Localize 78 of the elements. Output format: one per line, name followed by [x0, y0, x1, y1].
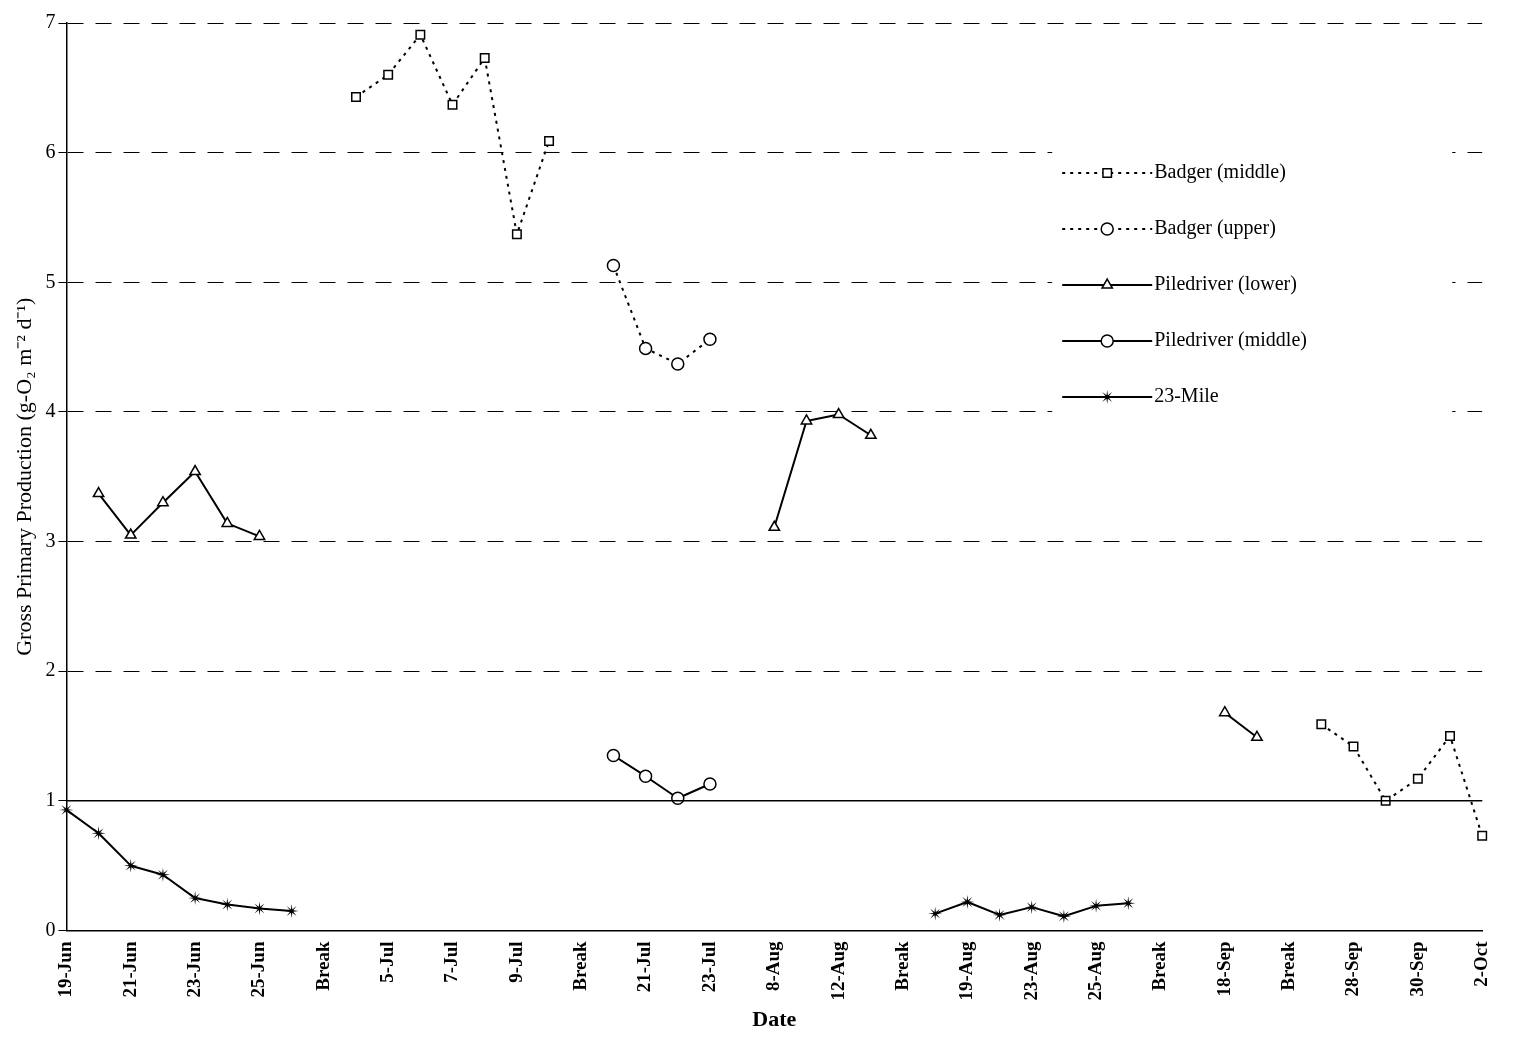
y-tick-label: 2: [45, 658, 56, 681]
point: [638, 769, 653, 783]
point: [606, 748, 621, 763]
x-tick-label: 23-Aug: [1019, 940, 1041, 1001]
y-axis-title: Gross Primary Production (g-O₂ m⁻² d⁻¹): [10, 297, 36, 656]
point: [768, 520, 781, 532]
point: [544, 135, 555, 146]
point: [1056, 909, 1071, 924]
point: [253, 529, 266, 541]
y-tick-label: 1: [45, 788, 56, 811]
x-axis-title: Date: [752, 1006, 797, 1032]
point: [252, 901, 267, 916]
x-tick-label: 8-Aug: [762, 940, 784, 992]
legend-label: Badger (upper): [1154, 216, 1276, 240]
x-tick-label: 19-Jun: [54, 941, 76, 998]
x-tick-label: 7-Jul: [440, 941, 462, 983]
x-tick-label: 25-Jun: [247, 941, 269, 998]
point: [606, 258, 621, 273]
point: [351, 91, 361, 102]
point: [1348, 741, 1359, 752]
point: [928, 906, 943, 921]
legend-label: Piledriver (middle): [1154, 328, 1307, 352]
point: [123, 858, 138, 873]
point: [1251, 730, 1263, 742]
point: [92, 486, 105, 498]
point: [188, 891, 203, 906]
x-tick-label: 12-Aug: [826, 940, 848, 1001]
x-tick-label: 25-Aug: [1083, 940, 1105, 1001]
point: [1218, 705, 1231, 717]
point: [1024, 900, 1039, 915]
point: [864, 428, 877, 440]
x-tick-label: Break: [1277, 941, 1299, 991]
x-tick-label: 18-Sep: [1212, 941, 1234, 997]
point: [124, 528, 137, 539]
point: [703, 777, 717, 791]
point: [638, 341, 653, 356]
x-tick-label: 23-Jun: [183, 941, 205, 998]
legend-label: 23-Mile: [1154, 384, 1219, 407]
x-tick-label: 28-Sep: [1341, 941, 1363, 997]
point: [832, 407, 845, 419]
x-tick-label: 5-Jul: [376, 941, 398, 983]
x-tick-label: 21-Jun: [118, 941, 140, 998]
x-tick-label: Break: [569, 941, 591, 991]
x-tick-label: 9-Jul: [504, 941, 526, 983]
x-tick-label: Break: [1148, 941, 1170, 991]
y-tick-label: 3: [45, 528, 56, 551]
y-tick-label: 7: [45, 10, 56, 33]
x-tick-label: 19-Aug: [955, 940, 977, 1001]
x-tick-label: Break: [890, 941, 912, 991]
point: [447, 99, 458, 110]
point: [511, 229, 522, 240]
point: [479, 53, 490, 63]
point: [1477, 830, 1488, 841]
y-tick-label: 5: [45, 269, 56, 292]
legend-label: Badger (middle): [1154, 160, 1286, 184]
y-tick-label: 4: [45, 399, 56, 422]
point: [800, 414, 813, 425]
x-tick-label: 21-Jul: [633, 941, 655, 993]
point: [1121, 896, 1136, 911]
point: [1412, 773, 1423, 784]
x-tick-label: Break: [311, 941, 333, 991]
point: [91, 826, 106, 841]
point: [221, 516, 234, 528]
x-tick-label: 2-Oct: [1470, 940, 1492, 987]
point: [703, 332, 717, 347]
y-tick-label: 0: [45, 917, 56, 940]
point: [1316, 719, 1327, 730]
y-tick-label: 6: [45, 139, 56, 162]
legend-label: Piledriver (lower): [1154, 272, 1297, 296]
x-tick-label: 23-Jul: [697, 941, 719, 993]
point: [383, 69, 394, 80]
point: [415, 29, 426, 40]
point: [156, 495, 169, 507]
point: [189, 464, 202, 476]
point: [220, 897, 235, 912]
x-tick-label: 30-Sep: [1405, 941, 1427, 997]
point: [1445, 731, 1456, 742]
point: [671, 357, 685, 371]
